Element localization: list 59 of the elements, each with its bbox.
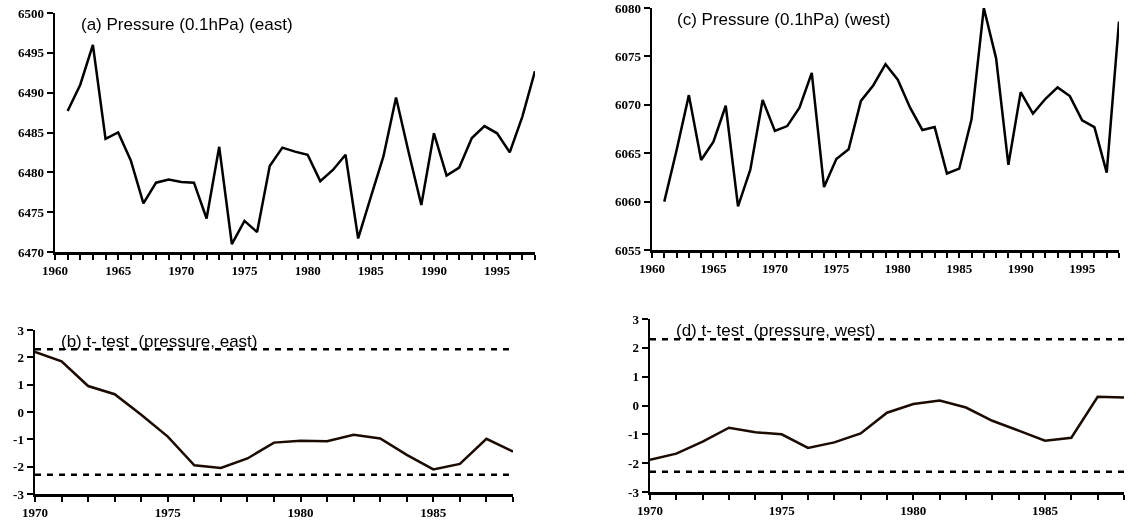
- y-tick-label: -2: [628, 455, 639, 471]
- x-tick-label: 1995: [484, 263, 511, 279]
- x-tick-label: 1980: [884, 261, 911, 277]
- y-tick-label: 6480: [17, 164, 44, 180]
- x-tick-label: 1975: [154, 505, 182, 521]
- line-series: [650, 395, 1124, 461]
- chart-title: (b) t- test (pressure, east): [61, 332, 258, 351]
- x-tick-label: 1980: [900, 503, 927, 519]
- y-tick-label: -2: [13, 459, 24, 475]
- y-tick-label: 6060: [614, 194, 641, 210]
- x-tick-label: 1985: [946, 261, 973, 277]
- x-tick-label: 1970: [168, 263, 195, 279]
- x-tick-label: 1985: [420, 505, 447, 521]
- x-tick-label: 1990: [1007, 261, 1034, 277]
- y-tick-label: -1: [13, 431, 24, 447]
- y-tick-label: 6065: [614, 145, 642, 161]
- y-tick-label: 6500: [17, 5, 44, 21]
- line-series: [66, 43, 535, 246]
- x-tick-label: 1985: [357, 263, 385, 279]
- y-tick-label: 6470: [17, 244, 44, 260]
- x-tick-label: 1965: [700, 261, 727, 277]
- chart-title: (d) t- test (pressure, west): [676, 321, 876, 340]
- y-tick-label: 0: [632, 398, 639, 414]
- x-tick-label: 1980: [287, 505, 314, 521]
- x-tick-label: 1975: [768, 503, 796, 519]
- y-tick-label: -3: [13, 486, 25, 502]
- x-tick-label: 1980: [294, 263, 321, 279]
- y-tick-label: 3: [17, 322, 25, 338]
- y-tick-label: 6475: [17, 204, 45, 220]
- x-tick-label: 1990: [420, 263, 447, 279]
- x-tick-label: 1960: [639, 261, 665, 277]
- x-tick-label: 1975: [823, 261, 850, 277]
- line-series: [35, 350, 513, 471]
- y-tick-label: -3: [628, 484, 640, 500]
- x-tick-label: 1995: [1069, 261, 1096, 277]
- x-tick-label: 1985: [1032, 503, 1059, 519]
- y-tick-label: 3: [632, 311, 640, 327]
- y-tick-label: 2: [17, 349, 24, 365]
- x-tick-label: 1960: [42, 263, 68, 279]
- y-tick-label: -1: [628, 426, 639, 442]
- y-tick-label: 6485: [17, 125, 45, 141]
- y-tick-label: 2: [632, 340, 639, 356]
- y-tick-label: 0: [17, 404, 24, 420]
- y-tick-label: 6080: [614, 0, 641, 16]
- x-tick-label: 1970: [637, 503, 663, 519]
- x-tick-label: 1970: [22, 505, 48, 521]
- chart-title: (c) Pressure (0.1hPa) (west): [677, 10, 891, 29]
- y-tick-label: 6075: [614, 48, 642, 64]
- x-tick-label: 1970: [761, 261, 788, 277]
- y-tick-label: 1: [17, 377, 24, 393]
- x-tick-label: 1965: [105, 263, 132, 279]
- y-tick-label: 1: [632, 369, 639, 385]
- x-tick-label: 1975: [231, 263, 258, 279]
- y-tick-label: 6490: [17, 85, 44, 101]
- line-series: [663, 8, 1119, 208]
- y-tick-label: 6495: [17, 45, 45, 61]
- y-tick-label: 6070: [614, 97, 641, 113]
- chart-title: (a) Pressure (0.1hPa) (east): [81, 15, 293, 34]
- y-tick-label: 6055: [614, 242, 642, 258]
